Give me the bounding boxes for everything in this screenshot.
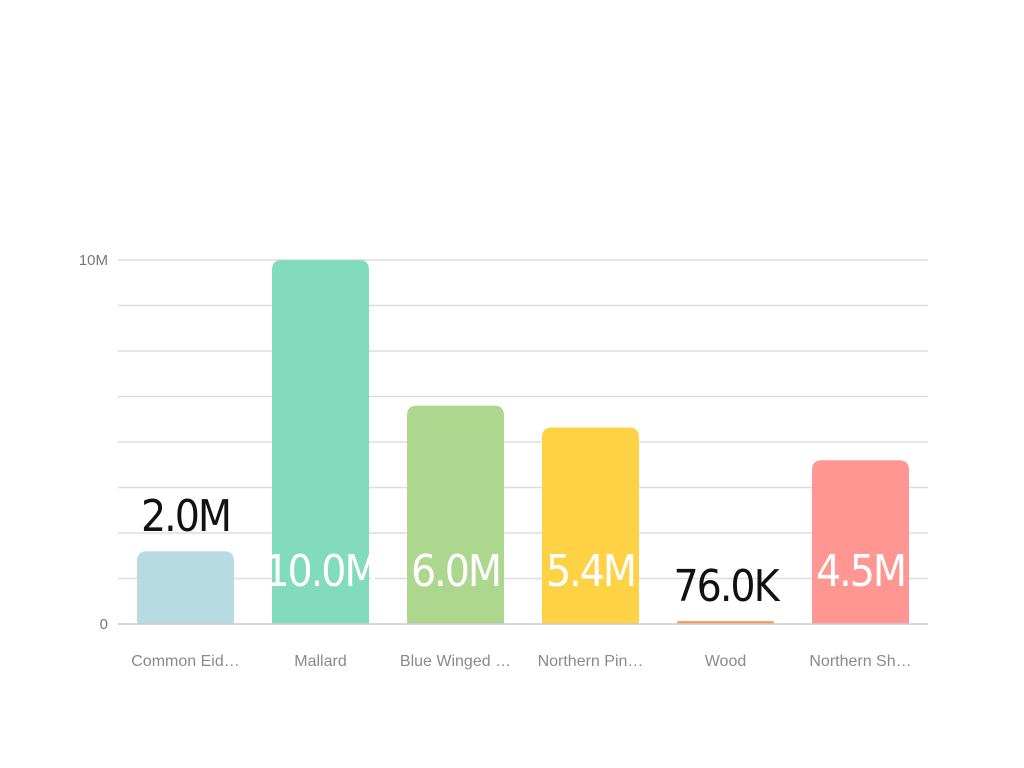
y-axis-ticks: 0 10M (79, 252, 108, 633)
x-axis-categories: Common Eid… Mallard Blue Winged … Northern … (131, 653, 911, 670)
bar (407, 405, 504, 624)
bar-value-label: 6.0M (411, 546, 500, 597)
bar-value-label: 5.4M (546, 546, 635, 597)
data-labels: 2.0M 10.0M 6.0M 5.4M 76.0K 4.5M (141, 491, 907, 612)
bar-value-label: 10.0M (264, 546, 376, 597)
bar-value-label: 2.0M (141, 491, 230, 542)
y-tick-label: 10M (79, 252, 108, 269)
y-tick-label: 0 (100, 616, 108, 633)
x-category-label: Blue Winged … (400, 653, 511, 670)
bar-value-label: 76.0K (673, 561, 780, 612)
gridlines (118, 259, 928, 580)
bar (542, 427, 639, 624)
bar (272, 260, 369, 624)
x-category-label: Wood (705, 653, 747, 670)
x-category-label: Northern Pin… (538, 653, 644, 670)
x-category-label: Northern Sh… (809, 653, 911, 670)
x-category-label: Mallard (294, 653, 346, 670)
x-category-label: Common Eid… (131, 653, 239, 670)
bars (137, 260, 909, 624)
bar (137, 551, 234, 624)
bar (812, 460, 909, 624)
bar-value-label: 4.5M (816, 546, 905, 597)
